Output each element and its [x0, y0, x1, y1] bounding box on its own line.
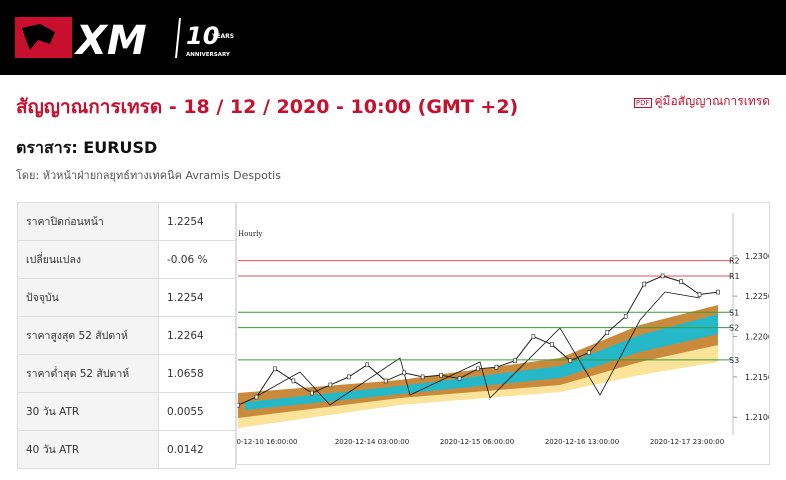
row-label: 40 วัน ATR: [17, 430, 159, 469]
price-point: [236, 402, 240, 408]
table-row: ปัจจุบัน 1.2254: [17, 278, 236, 317]
price-point: [586, 350, 591, 355]
logo-text: XM: [73, 18, 147, 64]
logo-bull: [22, 24, 55, 50]
price-point: [273, 366, 277, 372]
chart-box: Hourly 1.2300 1.2250 1.2200 1.2150 1.2100 R2 R1…: [236, 202, 773, 465]
level-label: S2: [729, 324, 739, 333]
price-point: [420, 374, 425, 380]
row-label: ราคาต่ำสุด 52 สัปดาห์: [17, 354, 159, 393]
table-row: เปลี่ยนแปลง -0.06 %: [17, 240, 236, 279]
table-row: ราคาสูงสุด 52 สัปดาห์ 1.2264: [17, 316, 236, 355]
anniv-number: 10: [186, 22, 219, 50]
price-point: [679, 279, 683, 284]
band-teal: [245, 314, 718, 410]
y-tick-label: 1.2100: [745, 413, 769, 422]
y-tick-label: 1.2200: [745, 333, 769, 342]
table-row: 40 วัน ATR 0.0142: [17, 430, 236, 469]
table-row: 30 วัน ATR 0.0055: [17, 392, 236, 431]
price-point: [531, 334, 536, 339]
level-label: S1: [729, 308, 739, 317]
x-tick-label: 2020-12-14 03:00:00: [335, 438, 409, 446]
y-tick-label: 1.2150: [745, 373, 769, 382]
row-value: 1.2254: [158, 278, 236, 317]
price-point: [439, 372, 443, 378]
table-row: ราคาต่ำสุด 52 สัปดาห์ 1.0658: [17, 354, 236, 393]
row-label: ปัจจุบัน: [17, 278, 159, 317]
x-tick-label: 0-12-10 16:00:00: [237, 438, 297, 446]
y-tick-label: 1.2300: [745, 252, 769, 261]
pdf-icon: PDF: [633, 98, 652, 108]
divider: [175, 17, 181, 59]
chart: Hourly 1.2300 1.2250 1.2200 1.2150 1.2100 R2 R1…: [236, 203, 773, 464]
price-point: [642, 281, 646, 287]
price-point: [494, 364, 499, 370]
price-point: [402, 370, 406, 376]
price-point: [660, 273, 665, 279]
row-label: เปลี่ยนแปลง: [17, 240, 159, 279]
x-tick-label: 2020-12-16 13:00:00: [545, 438, 619, 446]
page-title: สัญญาณการเทรด - 18 / 12 / 2020 - 10:00 (…: [16, 96, 519, 118]
price-point: [457, 376, 462, 381]
level-label: S3: [729, 356, 739, 365]
price-point: [697, 292, 702, 297]
logo[interactable]: XM 10 YEARS ANNIVERSARY: [0, 0, 260, 75]
price-point: [605, 330, 610, 335]
row-value: -0.06 %: [158, 240, 236, 279]
author: โดย: หัวหน้าฝ่ายกลยุทธ์ทางเทคนิค Avramis…: [16, 169, 281, 182]
price-point: [476, 366, 480, 372]
row-label: ราคาปิดก่อนหน้า: [17, 202, 159, 241]
price-point: [568, 358, 573, 364]
price-point: [291, 378, 296, 384]
anniv-years: YEARS: [211, 33, 234, 40]
price-point: [254, 394, 259, 400]
y-tick-label: 1.2250: [745, 292, 769, 301]
price-point: [513, 358, 517, 364]
price-point: [623, 314, 628, 319]
table-row: ราคาปิดก่อนหน้า 1.2254: [17, 202, 236, 241]
level-label: R1: [729, 272, 740, 281]
anniv-word: ANNIVERSARY: [186, 52, 231, 58]
guide-link[interactable]: PDF คู่มือสัญญาณการเทรด: [633, 92, 771, 111]
price-point: [346, 374, 351, 380]
row-value: 1.0658: [158, 354, 236, 393]
price-point: [365, 362, 370, 368]
row-value: 1.2254: [158, 202, 236, 241]
x-tick-label: 2020-12-15 06:00:00: [440, 438, 514, 446]
price-point: [383, 378, 388, 384]
row-label: ราคาสูงสุด 52 สัปดาห์: [17, 316, 159, 355]
price-point: [716, 289, 720, 295]
instrument: ตราสาร: EURUSD: [16, 138, 158, 157]
header: XM 10 YEARS ANNIVERSARY: [0, 0, 786, 75]
row-value: 1.2264: [158, 316, 236, 355]
timeframe: Hourly: [238, 230, 262, 238]
price-point: [550, 342, 554, 347]
row-value: 0.0055: [158, 392, 236, 431]
band-orange: [238, 305, 718, 418]
row-value: 0.0142: [158, 430, 236, 469]
stats-table: ราคาปิดก่อนหน้า 1.2254 เปลี่ยนแปลง -0.06 % ป…: [17, 202, 236, 469]
level-label: R2: [729, 257, 740, 266]
price-point: [310, 390, 314, 396]
zigzag: [249, 291, 701, 406]
x-tick-label: 2020-12-17 23:00:00: [650, 438, 724, 446]
price-point: [328, 382, 333, 388]
guide-text[interactable]: คู่มือสัญญาณการเทรด: [654, 94, 771, 108]
row-label: 30 วัน ATR: [17, 392, 159, 431]
